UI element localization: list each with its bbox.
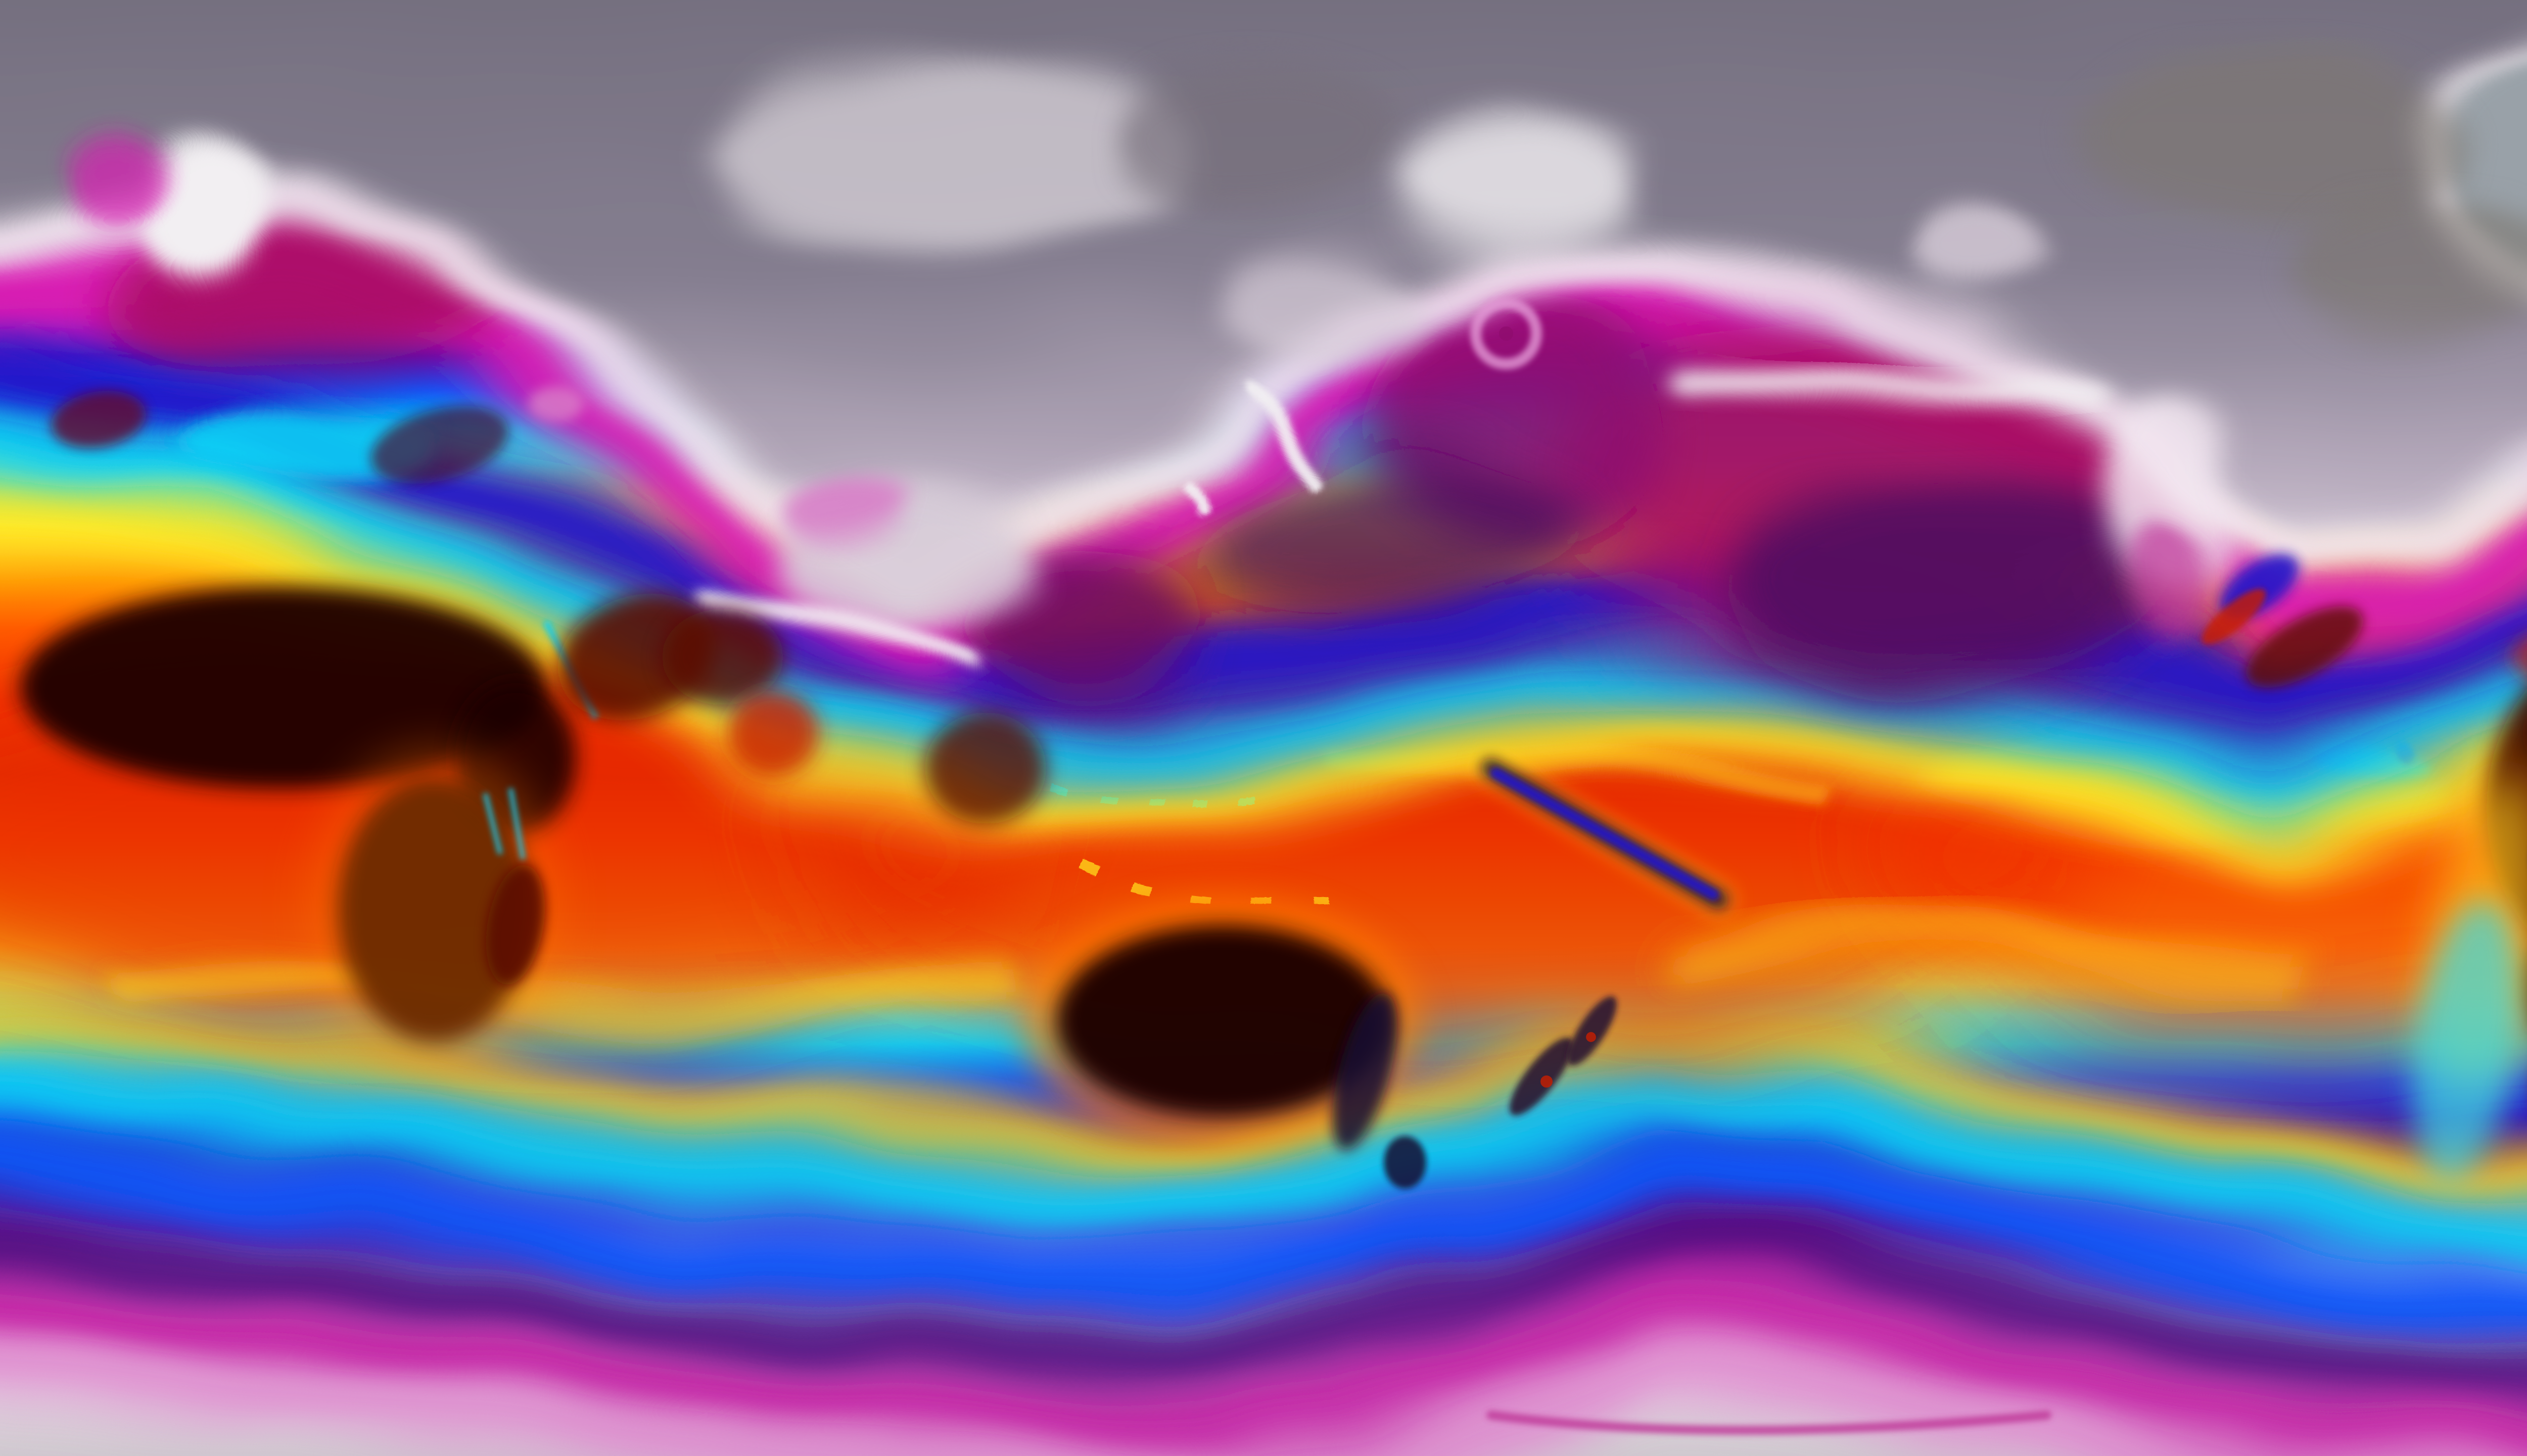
tasmania-island [1384,1136,1426,1189]
screenshot-root [0,0,2527,1456]
npacific-indigo-core [1718,480,2173,682]
bering-pale-patch [1910,202,2032,283]
new-zealand-red-dot-north [1586,1032,1596,1042]
india-hot-patch-central [728,690,819,776]
world-heatmap [0,0,2527,1456]
npacific-cyclone-eye [1499,326,1513,341]
indochina-hot-patch [925,713,1046,824]
norwegian-sea-magenta-swirl [68,142,169,222]
okhotsk-pale-patch [1223,243,1425,384]
new-zealand-red-dot-south [1540,1075,1553,1088]
chukotka-snow-patch [1390,131,1643,253]
tarim-pink-basin [783,483,915,538]
east-siberia-dark-patch [1122,66,1405,197]
caspian-pink-dot [528,387,584,422]
rockies-crimson-speckle [2128,536,2198,657]
